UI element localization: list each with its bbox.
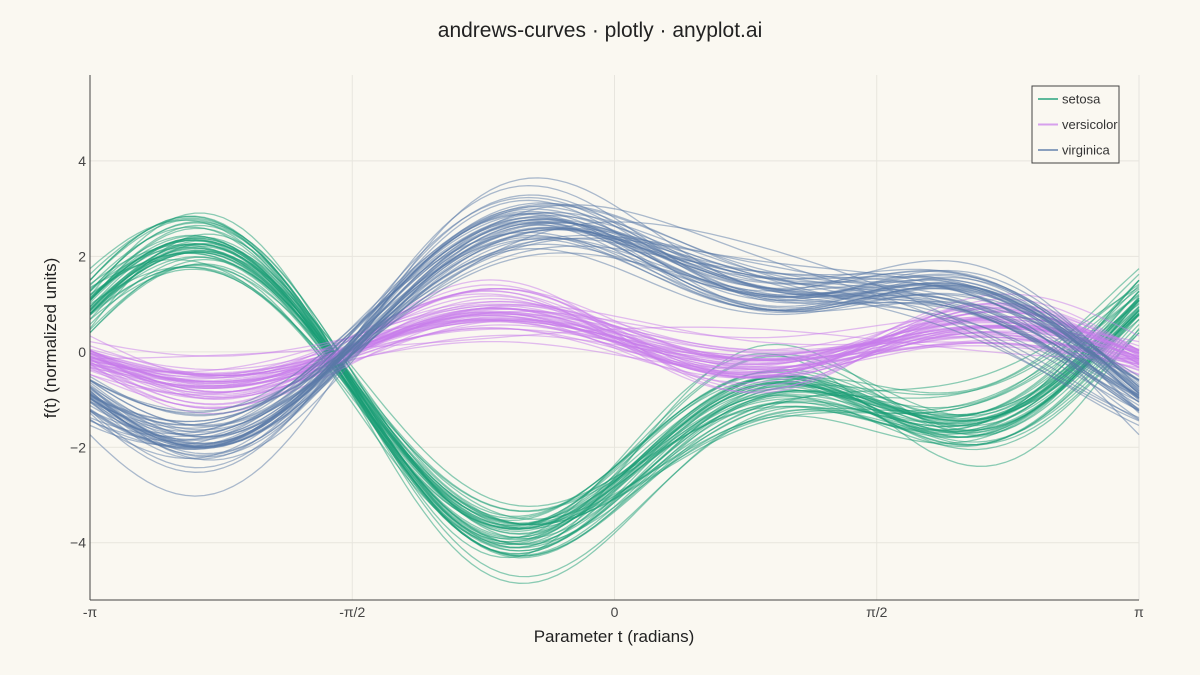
- curve-setosa: [89, 224, 1140, 543]
- series-virginica: [89, 177, 1140, 497]
- curve-virginica: [89, 199, 1140, 469]
- chart-title: andrews-curves · plotly · anyplot.ai: [438, 19, 762, 42]
- curve-virginica: [89, 217, 1140, 444]
- curve-setosa: [89, 251, 1140, 543]
- curve-setosa: [89, 256, 1140, 527]
- curve-virginica: [89, 252, 1140, 429]
- axes: 4 2 0 −2 −4 -π -π/2 0 π/2 π: [70, 75, 1144, 620]
- y-tick-label: 4: [78, 153, 86, 169]
- curve-versicolor: [89, 293, 1140, 379]
- curve-versicolor: [89, 328, 1140, 374]
- curve-virginica: [89, 234, 1140, 448]
- y-tick-label: 0: [78, 344, 86, 360]
- x-tick-label: -π/2: [339, 604, 365, 620]
- curve-setosa: [89, 263, 1140, 528]
- legend-label: versicolor: [1062, 117, 1118, 132]
- y-tick-label: −2: [70, 439, 86, 455]
- legend: setosa versicolor virginica: [1031, 85, 1120, 164]
- curves-layer: [89, 177, 1140, 584]
- curve-virginica: [89, 223, 1140, 458]
- curve-versicolor: [89, 303, 1140, 373]
- curve-setosa: [89, 251, 1140, 546]
- curve-versicolor: [89, 311, 1140, 383]
- series-setosa: [89, 212, 1140, 584]
- y-tick-label: −4: [70, 535, 86, 551]
- curve-virginica: [89, 236, 1140, 417]
- curve-versicolor: [89, 310, 1140, 389]
- curve-virginica: [89, 227, 1140, 442]
- legend-label: virginica: [1062, 143, 1110, 158]
- x-axis-label: Parameter t (radians): [534, 627, 695, 646]
- curve-virginica: [89, 237, 1140, 423]
- y-tick-label: 2: [78, 248, 86, 264]
- curve-virginica: [89, 204, 1140, 432]
- curve-setosa: [89, 221, 1140, 530]
- curve-setosa: [89, 215, 1140, 578]
- x-tick-label: -π: [83, 604, 98, 620]
- x-tick-label: π/2: [866, 604, 888, 620]
- curve-setosa: [89, 266, 1140, 524]
- curve-virginica: [89, 227, 1140, 438]
- curve-virginica: [89, 218, 1140, 438]
- curve-versicolor: [89, 319, 1140, 397]
- x-tick-label: 0: [611, 604, 619, 620]
- curve-setosa: [89, 264, 1140, 513]
- curve-versicolor: [89, 287, 1140, 406]
- curve-virginica: [89, 194, 1140, 460]
- legend-label: setosa: [1062, 92, 1101, 107]
- y-axis-label: f(t) (normalized units): [41, 258, 60, 419]
- x-tick-label: π: [1134, 604, 1144, 620]
- curve-setosa: [89, 233, 1140, 540]
- curve-setosa: [89, 238, 1140, 557]
- curve-virginica: [89, 213, 1140, 446]
